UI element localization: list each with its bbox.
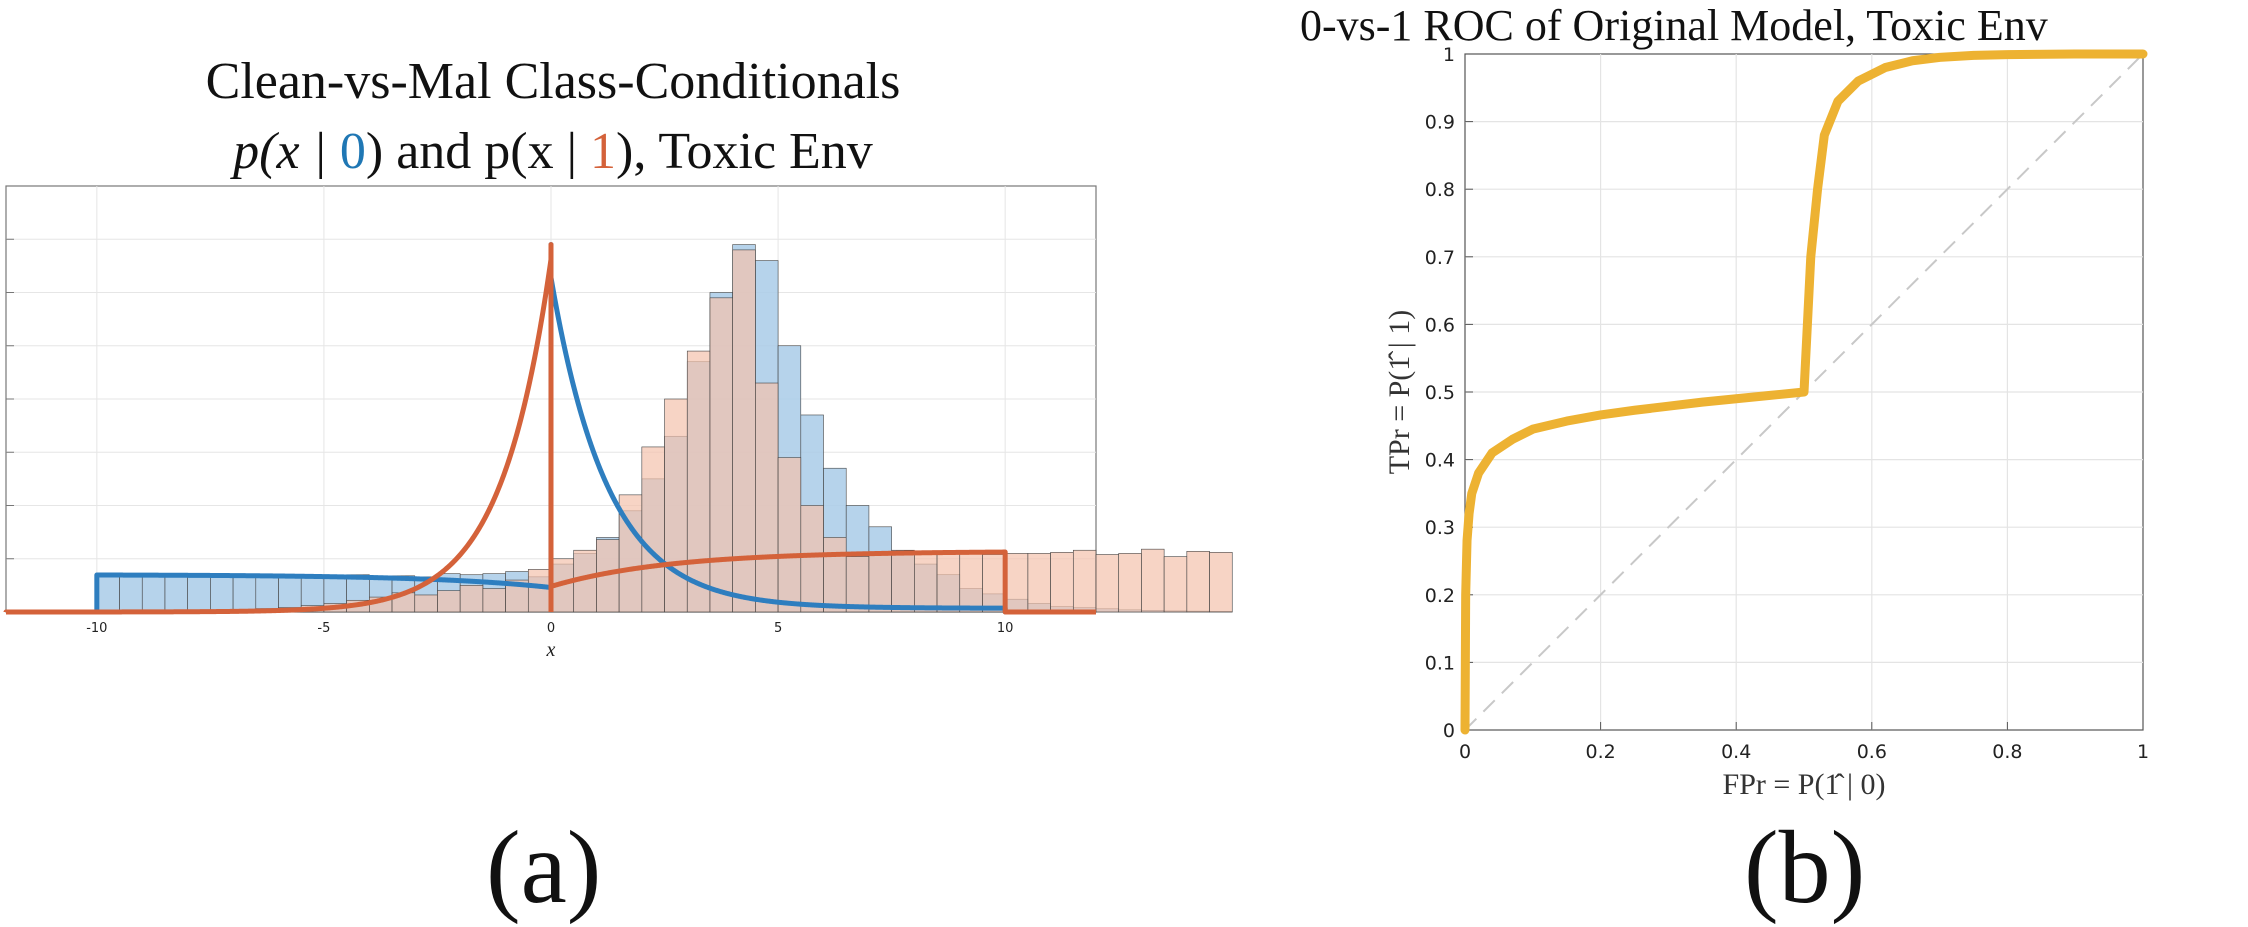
hist-bar [1141,549,1164,612]
x-tick-label: 10 [997,621,1014,636]
hist-bar [937,551,960,612]
roc-x-axis-label: FPr = P(1̂ | 0) [1723,768,1886,801]
x-tick-label: -5 [317,621,330,636]
hist-bar [1164,557,1187,612]
hist-bar [210,575,233,612]
hist-bar [846,557,869,612]
hist-bar [778,458,801,612]
hist-bar [97,576,120,612]
x-tick-label: 0.2 [1585,741,1615,763]
hist-bar [120,575,143,612]
hist-bar [665,399,688,612]
x-tick-label: 0.4 [1721,741,1751,763]
hist-bar [1210,552,1233,612]
y-tick-label: 0.2 [1425,585,1455,607]
hist-bar [801,506,824,613]
y-tick-label: 0.3 [1425,517,1455,539]
hist-bar [960,553,983,612]
hist-bar [914,552,937,612]
y-tick-label: 0.4 [1425,450,1455,472]
hist-bar [1028,553,1051,612]
hist-bar [415,595,438,612]
roc-y-axis-label: TPr = P(1̂ | 1) [1383,310,1416,475]
y-tick-label: 0.7 [1425,247,1455,269]
x-tick-label: 0.6 [1857,741,1887,763]
hist-bar [892,553,915,612]
hist-bar [1096,554,1119,612]
hist-bar [824,537,847,612]
x-tick-label: 1 [2137,741,2149,763]
y-tick-label: 0.1 [1425,652,1455,674]
y-tick-label: 0.8 [1425,179,1455,201]
hist-bar [1051,552,1074,612]
hist-bar [1005,553,1028,612]
hist-bar [687,351,710,612]
hist-bar [755,383,778,612]
y-tick-label: 0.9 [1425,112,1455,134]
hist-bar [188,576,211,612]
hist-bar [437,591,460,612]
x-tick-label: 0 [1459,741,1471,763]
roc-chart: 0 0.1 0.2 0.3 0.4 0.5 0.6 0.7 0.8 0.9 1 0 0.2 0.4 0.6 0… [1383,44,2149,801]
hist-bar [460,585,483,612]
hist-bar [142,576,165,612]
histogram-chart: -10 -5 0 5 10 x [6,186,1232,661]
hist-bar [1073,550,1096,612]
y-tick-label: 0.6 [1425,314,1455,336]
hist-bar [279,575,302,612]
y-tick-label: 1 [1443,44,1455,66]
y-tick-label: 0 [1443,720,1455,742]
hist-bar [869,554,892,612]
x-tick-label: -10 [86,621,107,636]
x-axis-label: x [546,639,556,661]
hist-bar [483,589,506,612]
x-tick-label: 5 [774,621,782,636]
hist-bar [165,575,188,612]
y-tick-label: 0.5 [1425,382,1455,404]
x-tick-label: 0.8 [1992,741,2022,763]
hist-bar [1187,551,1210,612]
hist-bar [642,447,665,612]
hist-bar [982,554,1005,612]
hist-bar [528,569,551,612]
hist-bar [710,298,733,612]
hist-bar [256,577,279,612]
hist-bar [1119,553,1142,612]
x-tick-label: 0 [547,621,555,636]
hist-bar [233,576,256,612]
